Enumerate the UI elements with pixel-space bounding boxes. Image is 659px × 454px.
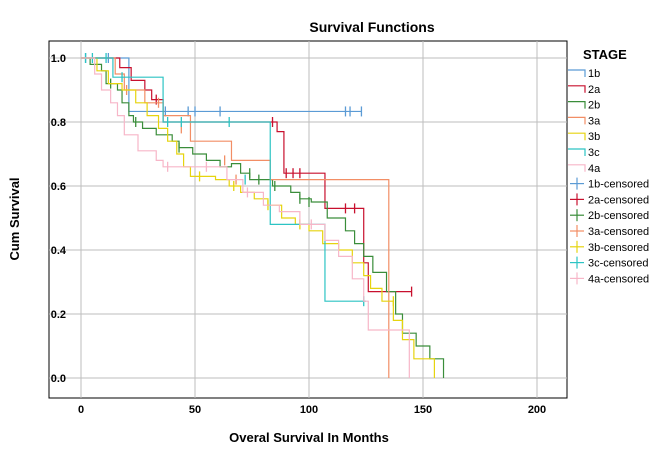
legend-title: STAGE	[583, 47, 627, 62]
legend-swatch-2a	[568, 85, 586, 93]
y-axis-label: Cum Survival	[7, 177, 22, 260]
series-line-3a	[81, 57, 390, 378]
x-tick-label: 0	[78, 404, 84, 416]
series-line-3b	[81, 57, 435, 378]
legend-label: 1b	[588, 68, 600, 80]
plot-frame	[48, 40, 568, 399]
legend-swatch-4a	[568, 164, 586, 172]
legend-label: 3b	[588, 131, 600, 143]
legend-label: 3a	[588, 115, 601, 127]
legend-label: 3a-censored	[588, 226, 649, 238]
legend-label: 3b-censored	[588, 242, 649, 254]
legend-swatch-1b	[568, 69, 586, 77]
legend-swatch-3b	[568, 132, 586, 141]
x-tick-label: 100	[300, 404, 318, 416]
legend-item-4a-censored: 4a-censored	[570, 272, 649, 285]
x-tick-label: 50	[189, 404, 201, 416]
legend-label: 4a	[588, 163, 601, 175]
x-tick-label: 200	[528, 404, 546, 416]
legend-item-1b-censored: 1b-censored	[570, 177, 649, 191]
y-tick-label: 0.0	[51, 373, 66, 385]
legend-swatch-3a	[568, 116, 586, 125]
legend-label: 3c-censored	[588, 258, 649, 270]
legend-item-1b: 1b	[568, 68, 600, 80]
legend-label: 4a-censored	[588, 273, 649, 285]
legend: 1b 2a 2b 3a 3b 3c 4a 1b-censored 2a-censored 2b-c…	[568, 68, 649, 285]
legend-item-2b: 2b	[568, 100, 600, 112]
series-line-4a	[81, 57, 410, 378]
y-tick-label: 0.6	[51, 181, 66, 193]
series-line-1b	[81, 57, 362, 113]
x-axis-label: Overal Survival In Months	[229, 430, 389, 445]
legend-label: 2a-censored	[588, 194, 649, 206]
plot-area: 0 50 100 150 200 0.0 0.2 0.4 0.6 0.8 1.0	[48, 40, 568, 416]
legend-swatch-3c	[568, 148, 586, 156]
y-tick-label: 0.2	[51, 309, 66, 321]
legend-item-3c-censored: 3c-censored	[570, 256, 649, 270]
legend-item-3b-censored: 3b-censored	[570, 240, 649, 254]
legend-item-3a-censored: 3a-censored	[570, 225, 649, 238]
series-line-2b	[81, 57, 445, 378]
legend-item-3a: 3a	[568, 115, 601, 127]
legend-item-3c: 3c	[568, 147, 600, 159]
y-tick-label: 0.4	[51, 245, 67, 257]
legend-label: 1b-censored	[588, 179, 649, 191]
legend-label: 2b	[588, 100, 600, 112]
legend-item-2a: 2a	[568, 84, 601, 96]
y-tick-label: 0.8	[51, 117, 66, 129]
legend-item-2a-censored: 2a-censored	[570, 193, 649, 206]
legend-item-2b-censored: 2b-censored	[570, 209, 649, 222]
legend-swatch-2b	[568, 101, 586, 109]
legend-label: 3c	[588, 147, 600, 159]
legend-label: 2b-censored	[588, 210, 649, 222]
legend-item-4a: 4a	[568, 163, 601, 175]
series-line-2a	[81, 57, 412, 293]
y-tick-label: 1.0	[51, 53, 66, 65]
legend-item-3b: 3b	[568, 131, 600, 143]
x-tick-label: 150	[414, 404, 432, 416]
chart-title: Survival Functions	[309, 19, 434, 35]
legend-label: 2a	[588, 84, 601, 96]
